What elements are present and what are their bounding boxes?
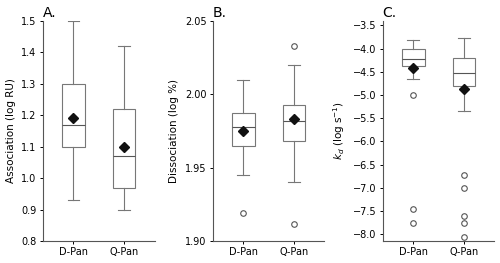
PathPatch shape	[232, 113, 254, 146]
PathPatch shape	[452, 58, 475, 86]
PathPatch shape	[62, 84, 84, 147]
Y-axis label: $k_d$ (log s$^{-1}$): $k_d$ (log s$^{-1}$)	[332, 102, 347, 160]
PathPatch shape	[112, 109, 136, 188]
Text: A.: A.	[42, 6, 56, 19]
Y-axis label: Association (log RU): Association (log RU)	[6, 79, 16, 183]
Y-axis label: Dissociation (log %): Dissociation (log %)	[170, 79, 179, 183]
Text: C.: C.	[382, 6, 397, 19]
Text: B.: B.	[212, 6, 226, 19]
PathPatch shape	[282, 104, 306, 141]
PathPatch shape	[402, 49, 424, 66]
